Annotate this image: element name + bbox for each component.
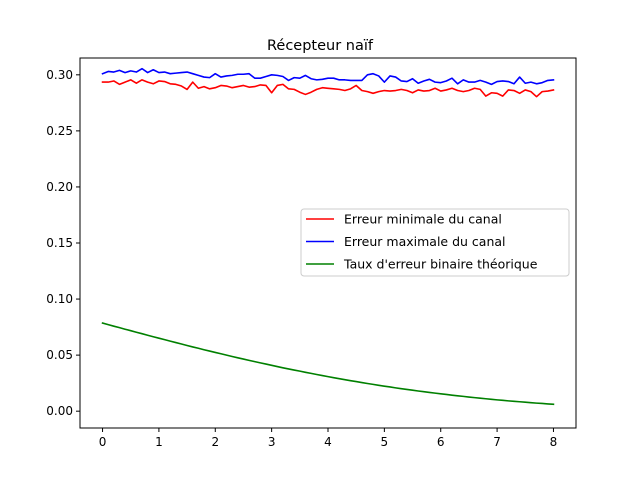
legend-label: Taux d'erreur binaire théorique xyxy=(343,257,538,272)
x-tick-label: 6 xyxy=(437,435,445,449)
legend-label: Erreur maximale du canal xyxy=(344,234,506,249)
legend: Erreur minimale du canal Erreur maximale … xyxy=(301,209,569,276)
y-tick-label: 0.25 xyxy=(46,124,73,138)
x-tick-label: 1 xyxy=(155,435,163,449)
legend-label: Erreur minimale du canal xyxy=(344,212,502,227)
x-tick-label: 8 xyxy=(550,435,558,449)
y-tick-label: 0.00 xyxy=(46,404,73,418)
x-tick-label: 4 xyxy=(324,435,332,449)
x-tick-label: 5 xyxy=(381,435,389,449)
x-tick-label: 0 xyxy=(99,435,107,449)
y-tick-label: 0.20 xyxy=(46,180,73,194)
x-tick-label: 2 xyxy=(211,435,219,449)
x-tick-label: 3 xyxy=(268,435,276,449)
x-tick-label: 7 xyxy=(493,435,501,449)
y-tick-label: 0.10 xyxy=(46,292,73,306)
y-tick-label: 0.05 xyxy=(46,348,73,362)
y-tick-label: 0.15 xyxy=(46,236,73,250)
y-tick-label: 0.30 xyxy=(46,68,73,82)
chart-title: Récepteur naïf xyxy=(267,38,374,54)
